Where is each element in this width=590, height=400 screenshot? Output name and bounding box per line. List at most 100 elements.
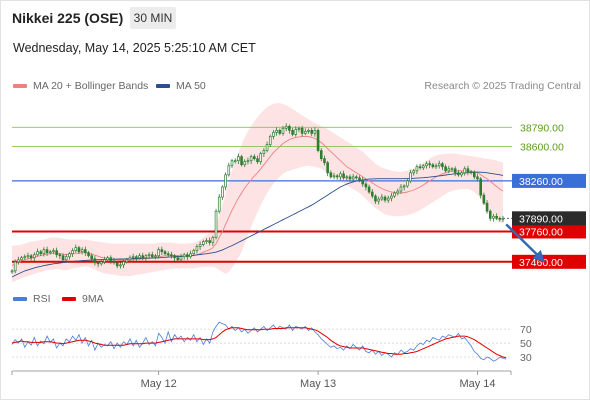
candle-body bbox=[386, 197, 390, 201]
candle-body bbox=[192, 250, 196, 255]
candle-body bbox=[355, 176, 358, 179]
candle bbox=[358, 175, 361, 183]
ma20-line bbox=[11, 135, 504, 267]
legend-swatch-ma50 bbox=[156, 84, 170, 89]
candle-body bbox=[90, 255, 94, 260]
research-credit: Research © 2025 Trading Central bbox=[424, 80, 581, 92]
candle bbox=[466, 165, 470, 176]
candle-body bbox=[323, 158, 326, 164]
candle-body bbox=[33, 254, 36, 259]
candle-body bbox=[125, 259, 129, 263]
candle-body bbox=[45, 249, 49, 254]
candle-body bbox=[170, 254, 173, 257]
candle-body bbox=[425, 163, 428, 167]
candle-body bbox=[211, 237, 215, 243]
candle bbox=[307, 128, 310, 134]
candle bbox=[106, 255, 109, 263]
candle bbox=[495, 213, 498, 221]
candle-body bbox=[501, 217, 505, 220]
candle-body bbox=[115, 262, 119, 267]
candle-body bbox=[198, 244, 202, 247]
candle bbox=[409, 169, 412, 184]
candle bbox=[288, 124, 291, 134]
candle bbox=[141, 252, 145, 261]
candle-body bbox=[259, 153, 262, 163]
candle-body bbox=[444, 166, 447, 172]
candle bbox=[109, 255, 113, 265]
candle-body bbox=[307, 130, 310, 132]
candle bbox=[99, 259, 103, 266]
candle bbox=[13, 259, 17, 274]
candle-body bbox=[77, 247, 81, 253]
candle-body bbox=[230, 160, 234, 167]
candle bbox=[447, 165, 451, 174]
candle-body bbox=[488, 210, 492, 219]
candle-body bbox=[201, 241, 205, 245]
candle bbox=[52, 248, 55, 255]
candle-body bbox=[99, 261, 103, 265]
candle-body bbox=[96, 262, 100, 265]
forecast-arrow-head bbox=[532, 249, 545, 262]
candle bbox=[444, 164, 447, 173]
candle bbox=[278, 128, 282, 136]
chart-datetime: Wednesday, May 14, 2025 5:25:10 AM CET bbox=[13, 41, 256, 55]
candle-body bbox=[329, 172, 333, 178]
candle bbox=[256, 155, 259, 165]
candle bbox=[26, 252, 30, 260]
candle bbox=[386, 195, 390, 203]
candle-body bbox=[262, 150, 266, 154]
candle bbox=[64, 253, 68, 263]
timeframe-button[interactable]: 30 MIN bbox=[130, 7, 176, 29]
candle bbox=[112, 257, 116, 265]
candle-body bbox=[36, 251, 39, 256]
candle-body bbox=[367, 186, 371, 193]
candle-body bbox=[326, 162, 329, 174]
candle bbox=[243, 159, 247, 168]
candle bbox=[74, 244, 78, 253]
level-tag bbox=[512, 173, 586, 188]
candle-body bbox=[176, 257, 180, 261]
last-price-label: 37890.00 bbox=[519, 213, 563, 225]
candle-body bbox=[473, 172, 476, 178]
candle-body bbox=[163, 251, 167, 255]
candle-body bbox=[227, 165, 231, 176]
candle-body bbox=[380, 196, 384, 200]
candle bbox=[297, 126, 301, 133]
candle bbox=[205, 238, 208, 244]
candle-body bbox=[447, 168, 451, 172]
candle-body bbox=[335, 175, 339, 178]
candle bbox=[48, 249, 52, 255]
candle-body bbox=[214, 210, 218, 238]
candle bbox=[198, 241, 202, 250]
candle bbox=[224, 172, 227, 191]
candle bbox=[214, 208, 218, 240]
legend-swatch-ma20 bbox=[13, 84, 27, 89]
candle bbox=[406, 178, 409, 188]
legend-label-ma50: MA 50 bbox=[176, 80, 206, 92]
candle bbox=[221, 185, 224, 200]
candle bbox=[485, 200, 489, 214]
candle bbox=[469, 169, 473, 175]
candles bbox=[10, 123, 505, 274]
candle bbox=[61, 253, 65, 262]
candle-body bbox=[498, 217, 502, 220]
candle bbox=[259, 151, 262, 165]
candle-body bbox=[453, 168, 457, 174]
candle-body bbox=[304, 131, 307, 134]
level-label: 37760.00 bbox=[519, 226, 563, 238]
candle bbox=[135, 254, 138, 262]
candle-body bbox=[281, 127, 285, 134]
candle-body bbox=[253, 156, 256, 160]
candle bbox=[377, 196, 380, 205]
legend-rsi: RSI bbox=[13, 293, 51, 305]
candle bbox=[425, 161, 428, 169]
candle-body bbox=[179, 256, 183, 261]
legend-swatch-9ma bbox=[62, 297, 76, 302]
candle-body bbox=[157, 249, 160, 257]
candle bbox=[10, 269, 14, 274]
candle-body bbox=[135, 256, 138, 259]
candle bbox=[361, 176, 365, 187]
candle bbox=[355, 175, 358, 180]
candle-body bbox=[52, 250, 55, 253]
